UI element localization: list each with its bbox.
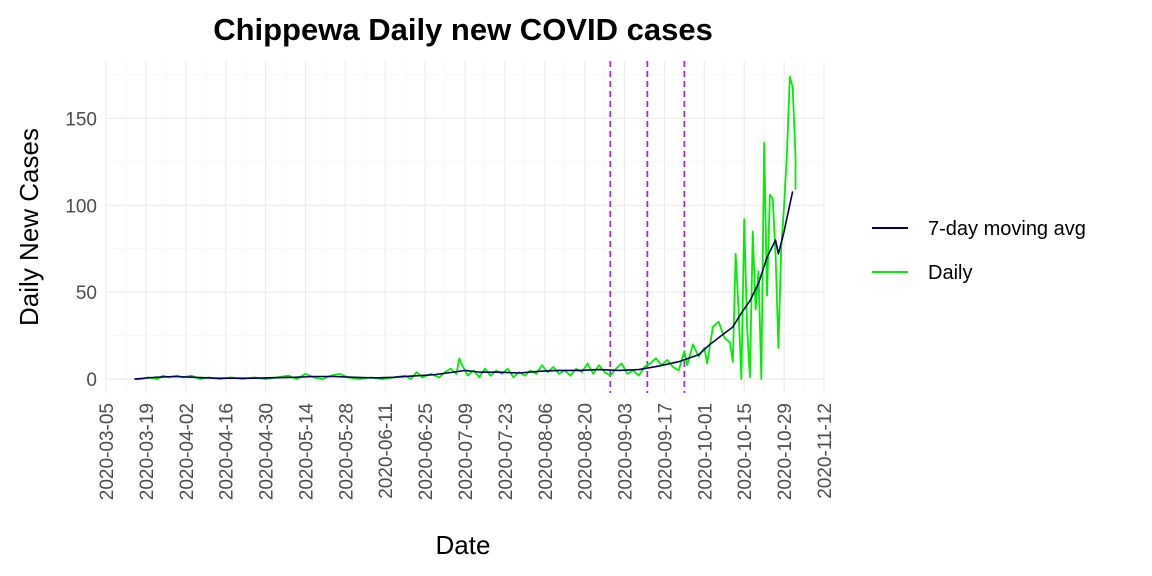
y-axis-title: Daily New Cases (14, 128, 44, 326)
x-tick-label: 2020-05-28 (336, 403, 357, 500)
legend-label: Daily (928, 262, 972, 284)
x-tick-labels: 2020-03-05 2020-03-19 2020-04-02 2020-04-16… (97, 403, 836, 501)
x-tick-label: 2020-07-23 (496, 403, 517, 500)
x-tick-label: 2020-10-01 (695, 403, 716, 500)
legend-label: 7-day moving avg (928, 218, 1086, 240)
y-tick-label: 150 (65, 109, 97, 130)
x-tick-label: 2020-03-19 (137, 403, 158, 500)
y-tick-label: 0 (86, 370, 97, 391)
x-axis-title: Date (436, 530, 491, 560)
x-tick-label: 2020-06-11 (376, 403, 397, 499)
x-tick-label: 2020-08-20 (576, 403, 597, 500)
grid (105, 61, 825, 393)
chart-title: Chippewa Daily new COVID cases (213, 12, 713, 47)
x-tick-label: 2020-09-17 (655, 403, 676, 500)
x-tick-label: 2020-11-12 (815, 403, 836, 499)
legend: 7-day moving avg Daily (872, 218, 1086, 284)
reference-lines (609, 61, 686, 393)
x-tick-label: 2020-04-30 (257, 403, 278, 500)
x-tick-label: 2020-05-14 (296, 403, 317, 501)
x-tick-label: 2020-04-02 (177, 403, 198, 500)
x-tick-label: 2020-07-09 (456, 403, 477, 500)
y-tick-labels: 0 50 100 150 (65, 109, 97, 391)
y-tick-label: 100 (65, 196, 97, 217)
series-line-7-day-moving-avg (134, 191, 794, 380)
x-tick-label: 2020-03-05 (97, 403, 118, 500)
x-tick-label: 2020-08-06 (536, 403, 557, 500)
x-tick-label: 2020-10-29 (775, 403, 796, 500)
x-tick-label: 2020-04-16 (217, 403, 238, 500)
x-tick-label: 2020-10-15 (735, 403, 756, 500)
x-tick-label: 2020-09-03 (616, 403, 637, 500)
series-lines (134, 75, 797, 380)
x-tick-label: 2020-06-25 (416, 403, 437, 500)
y-tick-label: 50 (76, 283, 97, 304)
